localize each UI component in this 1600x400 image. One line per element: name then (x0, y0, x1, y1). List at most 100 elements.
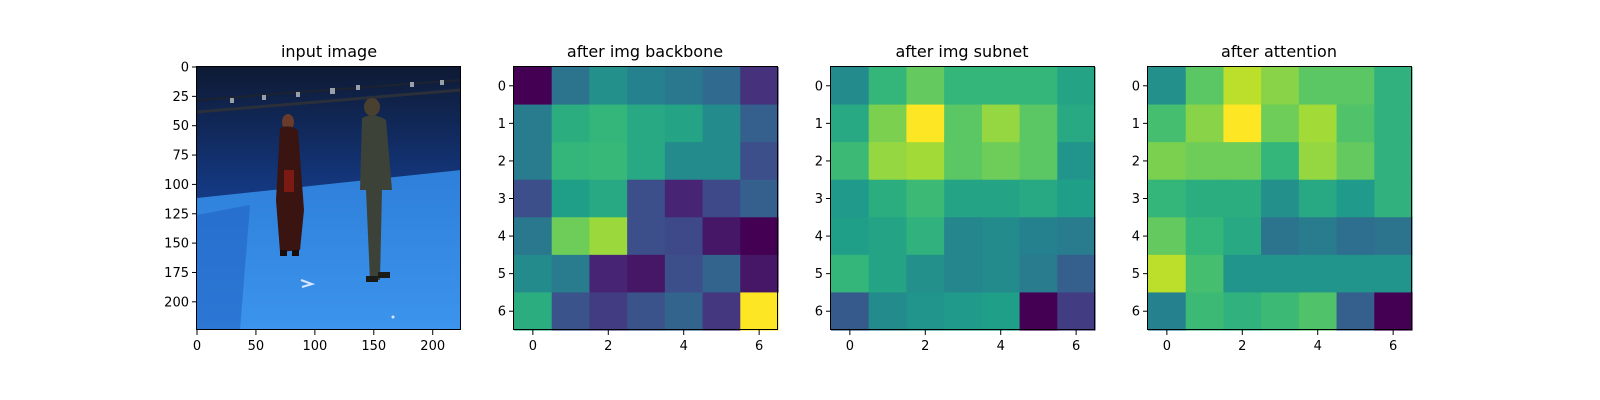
y-tick-label: 6 (1132, 305, 1140, 320)
heatmap-cell (551, 142, 591, 181)
heatmap-cell (740, 142, 779, 181)
y-tick-label: 3 (815, 192, 823, 207)
y-tick-label: 175 (164, 266, 189, 281)
heatmap-cell (906, 179, 945, 218)
heatmap-cell (1019, 179, 1058, 218)
heatmap-cell (702, 67, 741, 106)
heatmap-cell (1336, 142, 1375, 181)
heatmap-cell (868, 217, 908, 256)
heatmap-cell (906, 104, 945, 143)
heatmap-cell (1148, 217, 1187, 256)
heatmap-cell (551, 104, 591, 143)
x-tick-label: 6 (755, 339, 763, 354)
heatmap-cell (1148, 142, 1187, 181)
y-tick-label: 5 (815, 267, 823, 282)
heatmap-cell (627, 254, 666, 294)
heatmap-cell (514, 179, 553, 218)
heatmap-cell (514, 67, 553, 106)
heatmap-cell (981, 67, 1021, 106)
heatmap-cell (514, 292, 553, 331)
y-tick-label: 25 (172, 90, 189, 105)
axis-ticks: 0 2 4 6 0 1 2 3 4 5 6 (1132, 79, 1398, 354)
heatmap-cell (944, 67, 983, 106)
input-photo (197, 67, 461, 330)
heatmap-cell (514, 217, 553, 256)
heatmap-cell (944, 292, 983, 331)
heatmap-cells (831, 67, 1096, 331)
heatmap-cell (702, 217, 741, 256)
x-tick-label: 0 (846, 339, 854, 354)
photo-floor (197, 170, 461, 330)
heatmap-cell (1261, 292, 1300, 331)
x-tick-label: 4 (997, 339, 1005, 354)
y-tick-label: 0 (498, 79, 506, 94)
heatmap-cell (514, 104, 553, 143)
y-tick-label: 2 (815, 154, 823, 169)
plot-frame (196, 66, 461, 330)
heatmap-cell (1057, 254, 1096, 294)
heatmap-cell (831, 292, 870, 331)
x-tick-label: 0 (1163, 339, 1171, 354)
heatmap-cell (627, 104, 666, 143)
y-tick-label: 3 (1132, 192, 1140, 207)
heatmap-cell (831, 179, 870, 218)
heatmap-cell (981, 179, 1021, 218)
y-tick-label: 1 (498, 117, 506, 132)
y-tick-label: 75 (172, 149, 189, 164)
heatmap-cell (664, 142, 704, 181)
heatmap-cell (664, 179, 704, 218)
heatmap-cell (906, 67, 945, 106)
photo-person-man (360, 98, 392, 282)
heatmap-cell (944, 179, 983, 218)
heatmap-cell (1374, 142, 1413, 181)
heatmap-cell (1336, 254, 1375, 294)
heatmap-cell (1185, 254, 1225, 294)
heatmap-cell (1057, 292, 1096, 331)
y-tick-label: 1 (815, 117, 823, 132)
heatmap-cell (551, 254, 591, 294)
heatmap-cell (1057, 67, 1096, 106)
heatmap-cell (551, 67, 591, 106)
heatmap-cell (1185, 142, 1225, 181)
y-tick-label: 2 (498, 154, 506, 169)
x-tick-label: 2 (1238, 339, 1246, 354)
heatmap-cell (906, 142, 945, 181)
photo-shadow (197, 205, 250, 330)
photo-person-woman (276, 114, 304, 256)
x-tick-label: 200 (420, 339, 445, 354)
panel-title: input image (281, 42, 377, 61)
heatmap-cell (1298, 67, 1338, 106)
heatmap-cell (944, 104, 983, 143)
heatmap-cell (589, 67, 628, 106)
heatmap-cell (1223, 254, 1262, 294)
heatmap-cells (514, 67, 779, 331)
heatmap-cells (1148, 67, 1413, 331)
y-tick-label: 5 (498, 267, 506, 282)
heatmap-cell (589, 179, 628, 218)
heatmap-cell (740, 254, 779, 294)
y-tick-label: 0 (181, 61, 189, 76)
heatmap-cell (831, 67, 870, 106)
heatmap-cell (627, 217, 666, 256)
heatmap-cell (1298, 217, 1338, 256)
heatmap-cell (514, 254, 553, 294)
heatmap-cell (1261, 254, 1300, 294)
heatmap-cell (1019, 254, 1058, 294)
heatmap-cell (1336, 292, 1375, 331)
heatmap-cell (1298, 254, 1338, 294)
heatmap-cell (944, 254, 983, 294)
x-tick-label: 6 (1072, 339, 1080, 354)
panel-after-img-backbone: after img backbone 0 2 4 6 0 1 2 3 4 5 6 (498, 42, 779, 354)
heatmap-cell (627, 179, 666, 218)
heatmap-cell (1374, 254, 1413, 294)
heatmap-cell (1336, 67, 1375, 106)
heatmap-cell (702, 104, 741, 143)
heatmap-cell (1148, 67, 1187, 106)
heatmap-cell (981, 217, 1021, 256)
heatmap-cell (1374, 179, 1413, 218)
y-tick-label: 100 (164, 178, 189, 193)
heatmap-cell (906, 217, 945, 256)
heatmap-cell (702, 254, 741, 294)
heatmap-cell (1374, 104, 1413, 143)
heatmap-cell (589, 254, 628, 294)
